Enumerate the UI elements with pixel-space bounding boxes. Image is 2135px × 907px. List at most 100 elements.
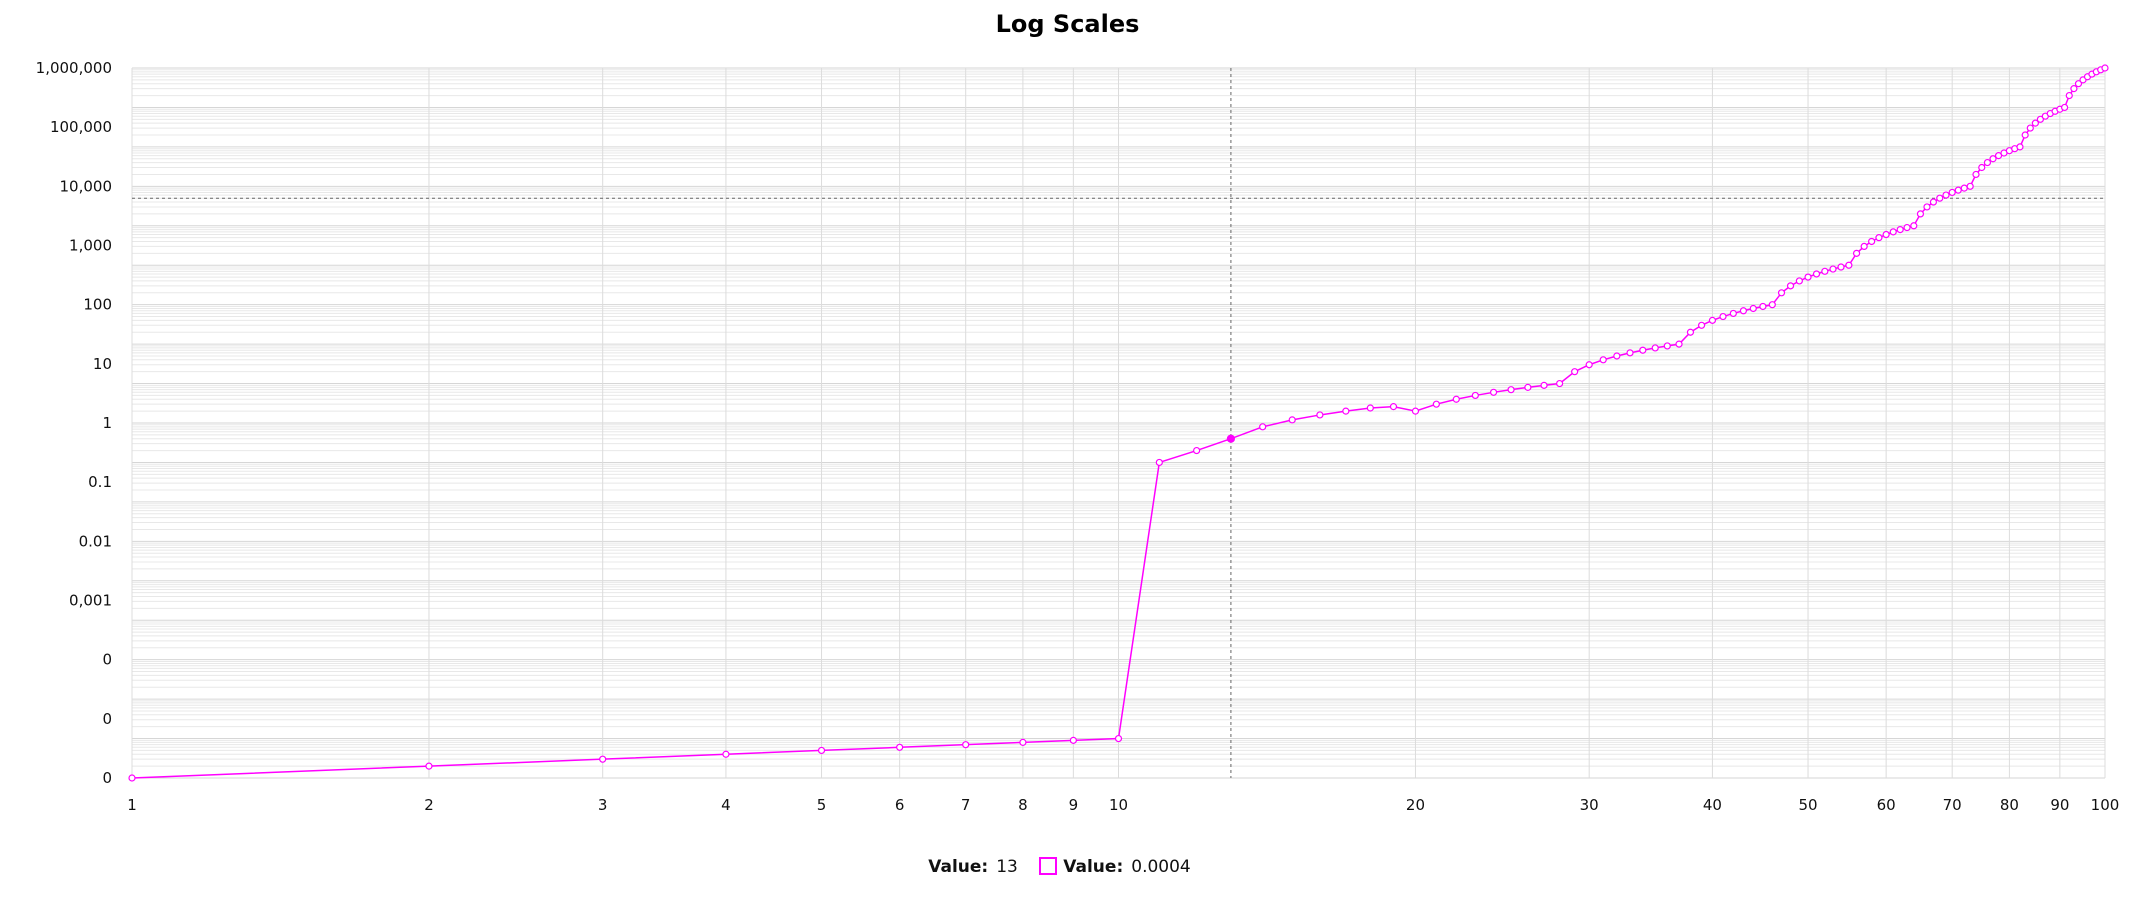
data-point xyxy=(1852,249,1861,257)
data-point xyxy=(1729,309,1737,318)
data-point xyxy=(2074,80,2083,88)
x-tick-label: 9 xyxy=(1069,796,1079,814)
x-tick-label: 50 xyxy=(1798,796,1817,814)
data-point xyxy=(1452,395,1460,403)
data-point xyxy=(1155,458,1163,467)
data-point xyxy=(2060,103,2069,112)
data-point xyxy=(2016,143,2024,151)
data-point xyxy=(425,762,433,770)
data-point xyxy=(1342,407,1350,415)
data-point xyxy=(128,774,136,782)
crosshair xyxy=(132,68,2105,778)
data-point xyxy=(1524,383,1532,391)
x-tick-label: 1 xyxy=(127,796,137,814)
y-tick-label: 1,000 xyxy=(69,237,112,255)
x-tick-label: 5 xyxy=(817,796,827,814)
data-point xyxy=(1994,152,2003,160)
data-point xyxy=(1585,361,1593,369)
data-point xyxy=(1821,267,1829,275)
x-tick-label: 60 xyxy=(1877,796,1896,814)
y-tick-label: 1,000,000 xyxy=(36,59,112,77)
data-point xyxy=(1226,434,1236,443)
data-point xyxy=(1868,237,1876,246)
data-point xyxy=(1812,270,1821,278)
data-point xyxy=(1972,170,1980,179)
data-point xyxy=(1860,242,1868,251)
y-tick-label: 0 xyxy=(102,710,112,728)
data-point xyxy=(1954,186,1962,194)
data-point xyxy=(1663,342,1671,350)
data-point xyxy=(1875,234,1883,242)
legend-series-swatch-icon xyxy=(1039,857,1058,875)
x-tick-label: 7 xyxy=(961,796,971,814)
y-tick-label: 0 xyxy=(102,769,112,787)
data-point xyxy=(1966,182,1974,190)
data-point xyxy=(2070,85,2078,93)
data-point xyxy=(1903,223,1911,232)
x-tick-label: 90 xyxy=(2050,796,2069,814)
data-point xyxy=(1259,423,1267,431)
x-tick-label: 8 xyxy=(1018,796,1028,814)
y-axis-ticks: 0 0 0 0,001 0.01 0.1 1 10 100 1,000 10,000 100,000 1… xyxy=(36,59,112,787)
data-point xyxy=(1910,222,1918,230)
data-point xyxy=(1019,738,1027,746)
data-point xyxy=(1882,230,1890,239)
legend-x-label: Value: xyxy=(928,857,989,877)
data-point xyxy=(1960,184,1968,192)
data-point xyxy=(1804,273,1812,281)
data-point xyxy=(1983,158,1992,167)
grid xyxy=(131,67,2106,779)
data-point xyxy=(1686,328,1695,336)
y-tick-label: 10,000 xyxy=(60,177,113,195)
data-point xyxy=(1432,400,1440,408)
data-point xyxy=(1948,188,1956,197)
legend-x-value: 13 xyxy=(996,857,1018,877)
x-tick-label: 6 xyxy=(895,796,905,814)
y-tick-label: 0.01 xyxy=(79,532,112,550)
data-point xyxy=(2065,91,2073,100)
data-point xyxy=(1978,163,1986,172)
series-polyline xyxy=(131,67,2106,779)
data-point xyxy=(1739,307,1748,315)
data-point xyxy=(2036,115,2044,123)
data-point xyxy=(1889,228,1897,236)
x-tick-label: 10 xyxy=(1109,796,1128,814)
data-point xyxy=(2026,124,2034,132)
data-point xyxy=(896,743,904,751)
data-point xyxy=(1651,344,1659,352)
x-tick-label: 100 xyxy=(2091,796,2120,814)
x-axis-ticks: 1 2 3 4 5 6 7 8 9 10 20 30 40 50 60 70 80 90 100 xyxy=(127,796,2119,814)
data-point xyxy=(2101,64,2109,72)
data-point xyxy=(1599,356,1607,364)
data-point xyxy=(1795,277,1803,285)
chart-title: Log Scales xyxy=(995,10,1140,38)
x-tick-label: 70 xyxy=(1943,796,1962,814)
data-point xyxy=(1626,349,1634,357)
data-point xyxy=(2021,131,2029,139)
data-point xyxy=(1929,198,1938,206)
data-point xyxy=(1697,321,1706,329)
legend-y-value: 0.0004 xyxy=(1131,857,1191,877)
data-point xyxy=(1923,203,1931,211)
x-tick-label: 80 xyxy=(2000,796,2019,814)
data-point xyxy=(1936,194,1944,202)
data-point xyxy=(1366,404,1374,412)
data-point xyxy=(1316,411,1324,419)
data-point xyxy=(1389,403,1398,411)
data-point xyxy=(1768,301,1776,309)
x-tick-label: 4 xyxy=(721,796,731,814)
x-tick-label: 20 xyxy=(1406,796,1425,814)
data-point xyxy=(1916,210,1925,218)
data-point xyxy=(1942,191,1950,199)
data-point xyxy=(817,746,826,755)
data-point xyxy=(1114,734,1123,743)
data-point xyxy=(1708,316,1717,324)
series-line[interactable] xyxy=(128,64,2109,782)
data-point xyxy=(1571,368,1579,376)
data-point xyxy=(1675,340,1683,348)
data-point xyxy=(1507,386,1515,394)
y-tick-label: 100 xyxy=(83,296,112,314)
data-point xyxy=(599,755,607,763)
data-point xyxy=(1471,391,1479,400)
